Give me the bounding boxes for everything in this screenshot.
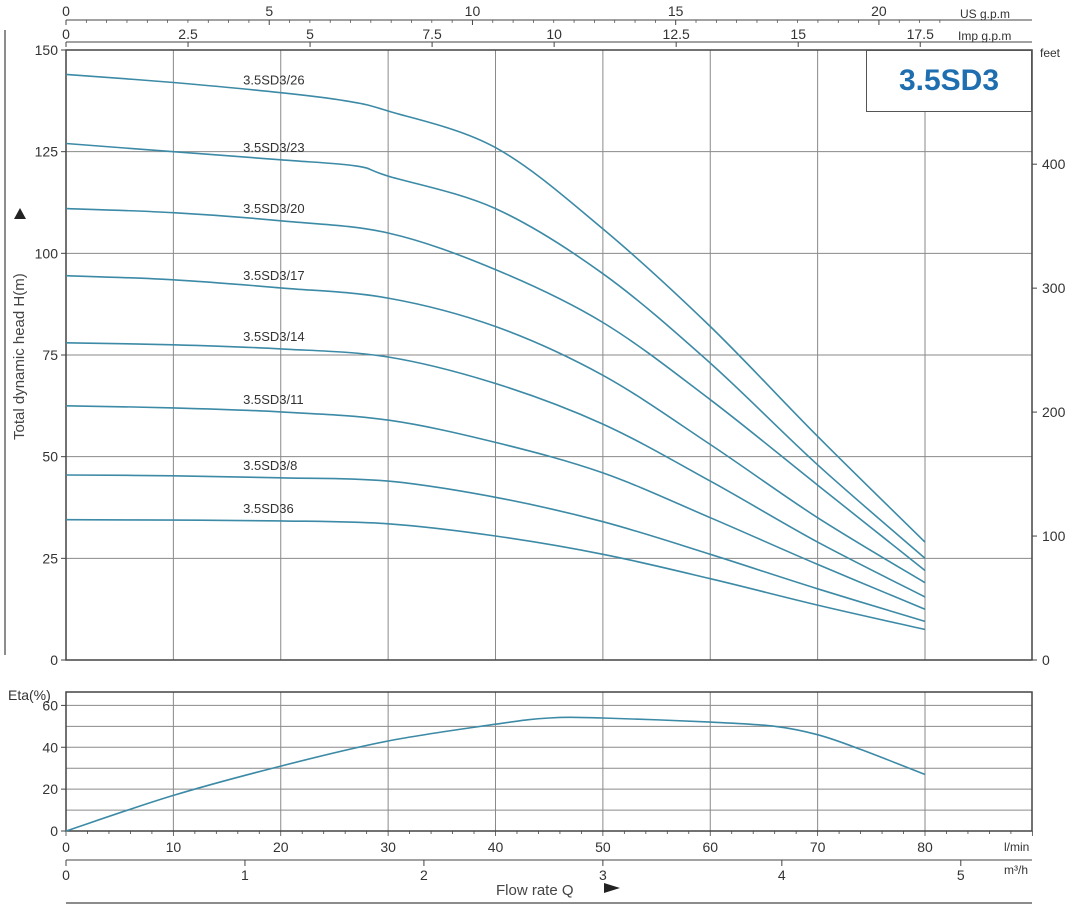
curve-label: 3.5SD3/23 bbox=[243, 140, 304, 155]
head-tick-label: 75 bbox=[42, 347, 58, 363]
head-curve-3.5SD3/14 bbox=[65, 342, 926, 598]
head-curve-3.5SD3/23 bbox=[65, 142, 926, 559]
us-gpm-unit: US g.p.m bbox=[960, 7, 1010, 21]
imp-gpm-tick-label: 5 bbox=[306, 26, 314, 42]
feet-tick-label: 0 bbox=[1042, 652, 1050, 668]
curve-label: 3.5SD3/20 bbox=[243, 201, 304, 216]
model-badge: 3.5SD3 bbox=[866, 50, 1032, 112]
feet-tick-label: 200 bbox=[1042, 404, 1066, 420]
frame-layer bbox=[65, 19, 1033, 861]
feet-tick-label: 300 bbox=[1042, 280, 1066, 296]
imp-gpm-tick-label: 7.5 bbox=[422, 26, 442, 42]
lmin-tick-label: 40 bbox=[488, 839, 504, 855]
imp-gpm-tick-label: 15 bbox=[790, 26, 806, 42]
lmin-tick-label: 50 bbox=[595, 839, 611, 855]
efficiency-curve bbox=[65, 716, 926, 832]
eta-tick-label: 60 bbox=[42, 697, 58, 713]
us-gpm-tick-label: 10 bbox=[465, 3, 481, 19]
imp-gpm-tick-label: 2.5 bbox=[178, 26, 198, 42]
m3h-tick-label: 1 bbox=[241, 867, 249, 883]
head-tick-label: 100 bbox=[35, 245, 59, 261]
lmin-tick-label: 70 bbox=[810, 839, 826, 855]
lmin-tick-label: 0 bbox=[62, 839, 70, 855]
head-curve-3.5SD3/8 bbox=[65, 474, 926, 623]
lmin-tick-label: 10 bbox=[166, 839, 182, 855]
grid-layer bbox=[66, 50, 1032, 831]
head-curve-3.5SD3/26 bbox=[65, 73, 926, 543]
head-tick-label: 0 bbox=[50, 652, 58, 668]
head-curve-3.5SD3/20 bbox=[65, 207, 926, 572]
curve-label: 3.5SD3/11 bbox=[243, 392, 303, 407]
m3h-unit: m³/h bbox=[1004, 863, 1028, 877]
imp-gpm-tick-label: 10 bbox=[546, 26, 562, 42]
eta-plot-frame bbox=[65, 691, 1033, 832]
imp-gpm-tick-label: 0 bbox=[62, 26, 70, 42]
feet-tick-label: 400 bbox=[1042, 156, 1066, 172]
imp-gpm-tick-label: 12.5 bbox=[663, 26, 690, 42]
lmin-tick-label: 80 bbox=[917, 839, 933, 855]
lmin-unit: l/min bbox=[1004, 840, 1029, 854]
head-curve-3.5SD3/11 bbox=[65, 405, 926, 610]
m3h-tick-label: 4 bbox=[778, 867, 786, 883]
curve-label: 3.5SD3/26 bbox=[243, 73, 304, 88]
model-name: 3.5SD3 bbox=[898, 64, 1000, 97]
head-tick-label: 50 bbox=[42, 449, 58, 465]
curve-label: 3.5SD3/17 bbox=[243, 268, 304, 283]
m3h-tick-label: 5 bbox=[957, 867, 965, 883]
head-tick-label: 25 bbox=[42, 550, 58, 566]
us-gpm-tick-label: 15 bbox=[668, 3, 684, 19]
head-axis-arrow bbox=[14, 208, 26, 219]
lmin-tick-label: 60 bbox=[702, 839, 718, 855]
eta-axis-title: Eta(%) bbox=[8, 687, 51, 703]
head-curve-3.5SD36 bbox=[65, 518, 926, 631]
m3h-tick-label: 2 bbox=[420, 867, 428, 883]
eta-tick-label: 0 bbox=[50, 823, 58, 839]
eta-tick-label: 40 bbox=[42, 739, 58, 755]
imp-gpm-unit: Imp g.p.m bbox=[958, 29, 1011, 43]
m3h-tick-label: 3 bbox=[599, 867, 607, 883]
eta-tick-label: 20 bbox=[42, 781, 58, 797]
head-curve-3.5SD3/17 bbox=[65, 274, 926, 584]
head-curves: 3.5SD3/26 3.5SD3/23 3.5SD3/20 3.5SD3/17 3.5S… bbox=[65, 73, 926, 631]
curve-label: 3.5SD3/8 bbox=[243, 458, 297, 473]
us-gpm-tick-label: 0 bbox=[62, 3, 70, 19]
us-gpm-tick-label: 5 bbox=[265, 3, 273, 19]
curve-label: 3.5SD3/14 bbox=[243, 329, 304, 344]
curve-label: 3.5SD36 bbox=[243, 501, 294, 516]
flow-axis-arrow bbox=[604, 883, 620, 893]
head-tick-label: 125 bbox=[35, 144, 59, 160]
imp-gpm-tick-label: 17.5 bbox=[907, 26, 934, 42]
m3h-tick-label: 0 bbox=[62, 867, 70, 883]
feet-unit: feet bbox=[1040, 46, 1061, 60]
lmin-tick-label: 30 bbox=[380, 839, 396, 855]
feet-tick-label: 100 bbox=[1042, 528, 1066, 544]
head-axis-title: Total dynamic head H(m) bbox=[11, 273, 28, 440]
us-gpm-tick-label: 20 bbox=[871, 3, 887, 19]
head-tick-label: 150 bbox=[35, 42, 59, 58]
lmin-tick-label: 20 bbox=[273, 839, 289, 855]
flow-axis-title: Flow rate Q bbox=[496, 882, 574, 899]
eta-curve bbox=[65, 716, 926, 832]
